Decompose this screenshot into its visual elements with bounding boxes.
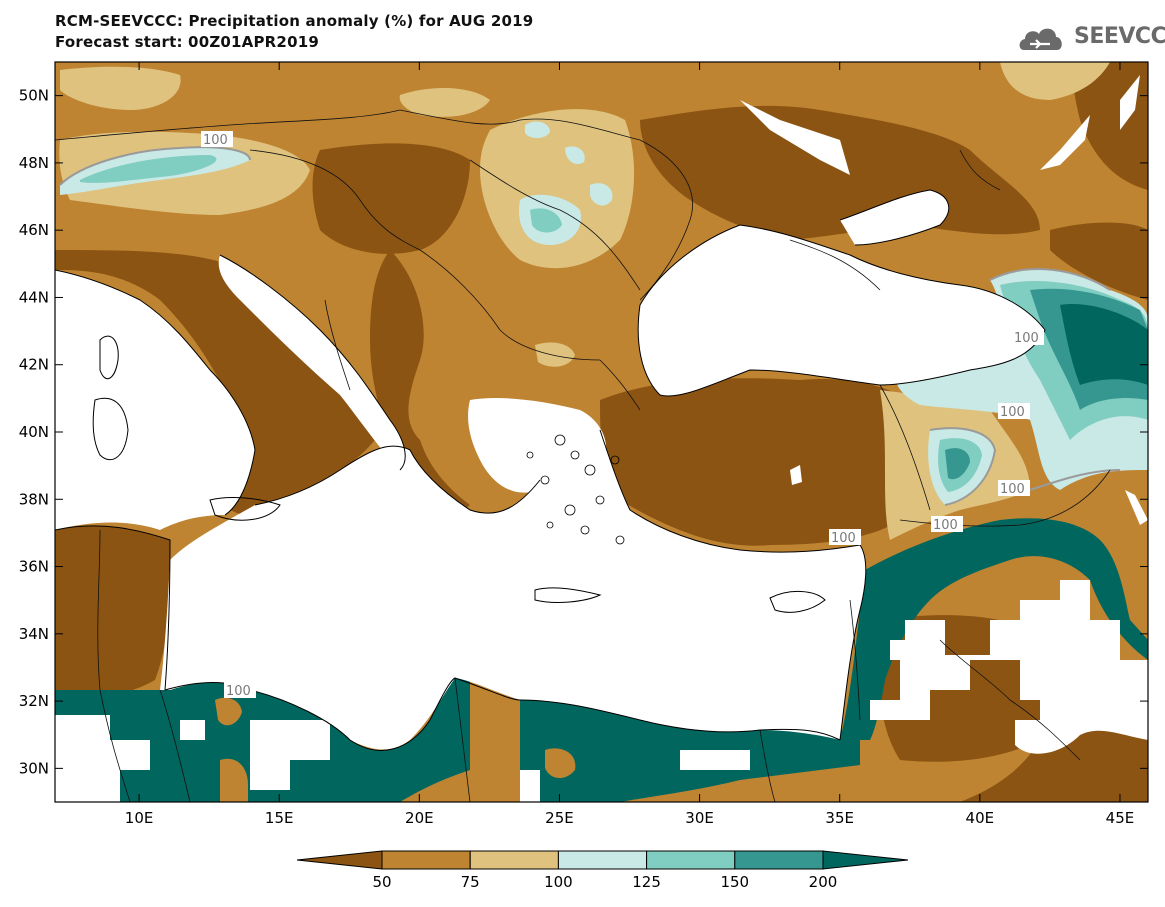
colorbar-label: 100 [544,873,573,891]
colorbar-label: 50 [372,873,391,891]
lat-tick-label: 36N [19,558,49,576]
contour-label: 100 [1014,331,1039,346]
lon-tick-label: 30E [685,809,714,827]
lon-tick-label: 35E [825,809,854,827]
lat-tick-label: 30N [19,759,49,777]
colorbar-segment [734,850,824,870]
lat-tick-label: 32N [19,692,49,710]
colorbar-segment [469,850,559,870]
aegean-islands [526,434,625,545]
colorbar-label: 200 [809,873,838,891]
colorbar-label: 75 [461,873,480,891]
map-axes: 10E 15E 20E 25E 30E 35E 40E 45E 50N 48N 46N 44N 42N 4… [19,62,1148,827]
lat-tick-label: 48N [19,154,49,172]
colorbar-segment [557,850,648,870]
lon-tick-label: 25E [545,809,574,827]
lat-tick-label: 34N [19,625,49,643]
colorbar-segment [822,850,909,870]
lat-tick-label: 42N [19,356,49,374]
contour-label: 100 [933,518,958,533]
lon-tick-label: 40E [966,809,995,827]
contour-labels: 100 100 100 100 100 100 100 [201,131,1044,699]
logo-text: SEEVCCC [1074,24,1165,49]
lon-tick-label: 15E [265,809,294,827]
cloud-logo-icon [1019,28,1062,50]
contour-label: 100 [1000,482,1025,497]
colorbar-label: 125 [632,873,661,891]
lat-tick-label: 50N [19,87,49,105]
lon-tick-label: 10E [125,809,154,827]
lat-tick-label: 38N [19,490,49,508]
lat-tick-label: 44N [19,288,49,306]
colorbar-legend: 50 75 100 125 150 200 [296,850,909,891]
colorbar-segment [381,850,471,870]
lat-tick-label: 40N [19,423,49,441]
contour-label: 100 [1000,405,1025,420]
map-title: RCM-SEEVCCC: Precipitation anomaly (%) f… [55,12,534,30]
contour-label: 100 [831,531,856,546]
colorbar-label: 150 [720,873,749,891]
lon-tick-label: 45E [1106,809,1135,827]
forecast-start-label: Forecast start: 00Z01APR2019 [55,33,319,51]
coastline [55,189,1046,751]
lon-tick-label: 20E [405,809,434,827]
colorbar-segment [646,850,736,870]
sea-mask [55,75,1148,802]
contour-label: 100 [203,133,228,148]
contour-label: 100 [226,684,251,699]
lat-tick-label: 46N [19,221,49,239]
colorbar-segment [296,850,383,870]
contour-100-line [59,146,1121,506]
